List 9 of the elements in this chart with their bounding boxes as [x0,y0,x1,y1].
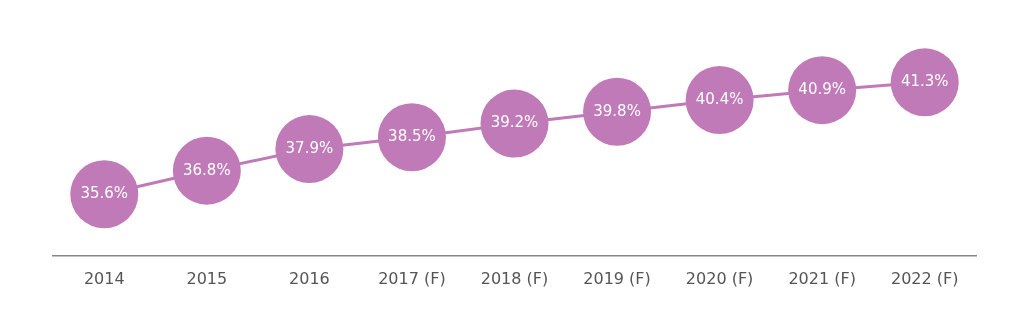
x-tick-label: 2018 (F) [480,268,549,288]
x-tick-label: 2020 (F) [685,268,754,288]
x-tick-label: 2022 (F) [890,268,959,288]
x-tick-label: 2017 (F) [378,268,446,288]
x-tick-label: 2015 [186,268,228,288]
x-tick-label: 2019 (F) [583,268,651,288]
x-tick-label: 2021 (F) [788,268,856,288]
x-tick-label: 2014 [83,268,125,288]
x-tick-label: 2016 [289,268,330,288]
